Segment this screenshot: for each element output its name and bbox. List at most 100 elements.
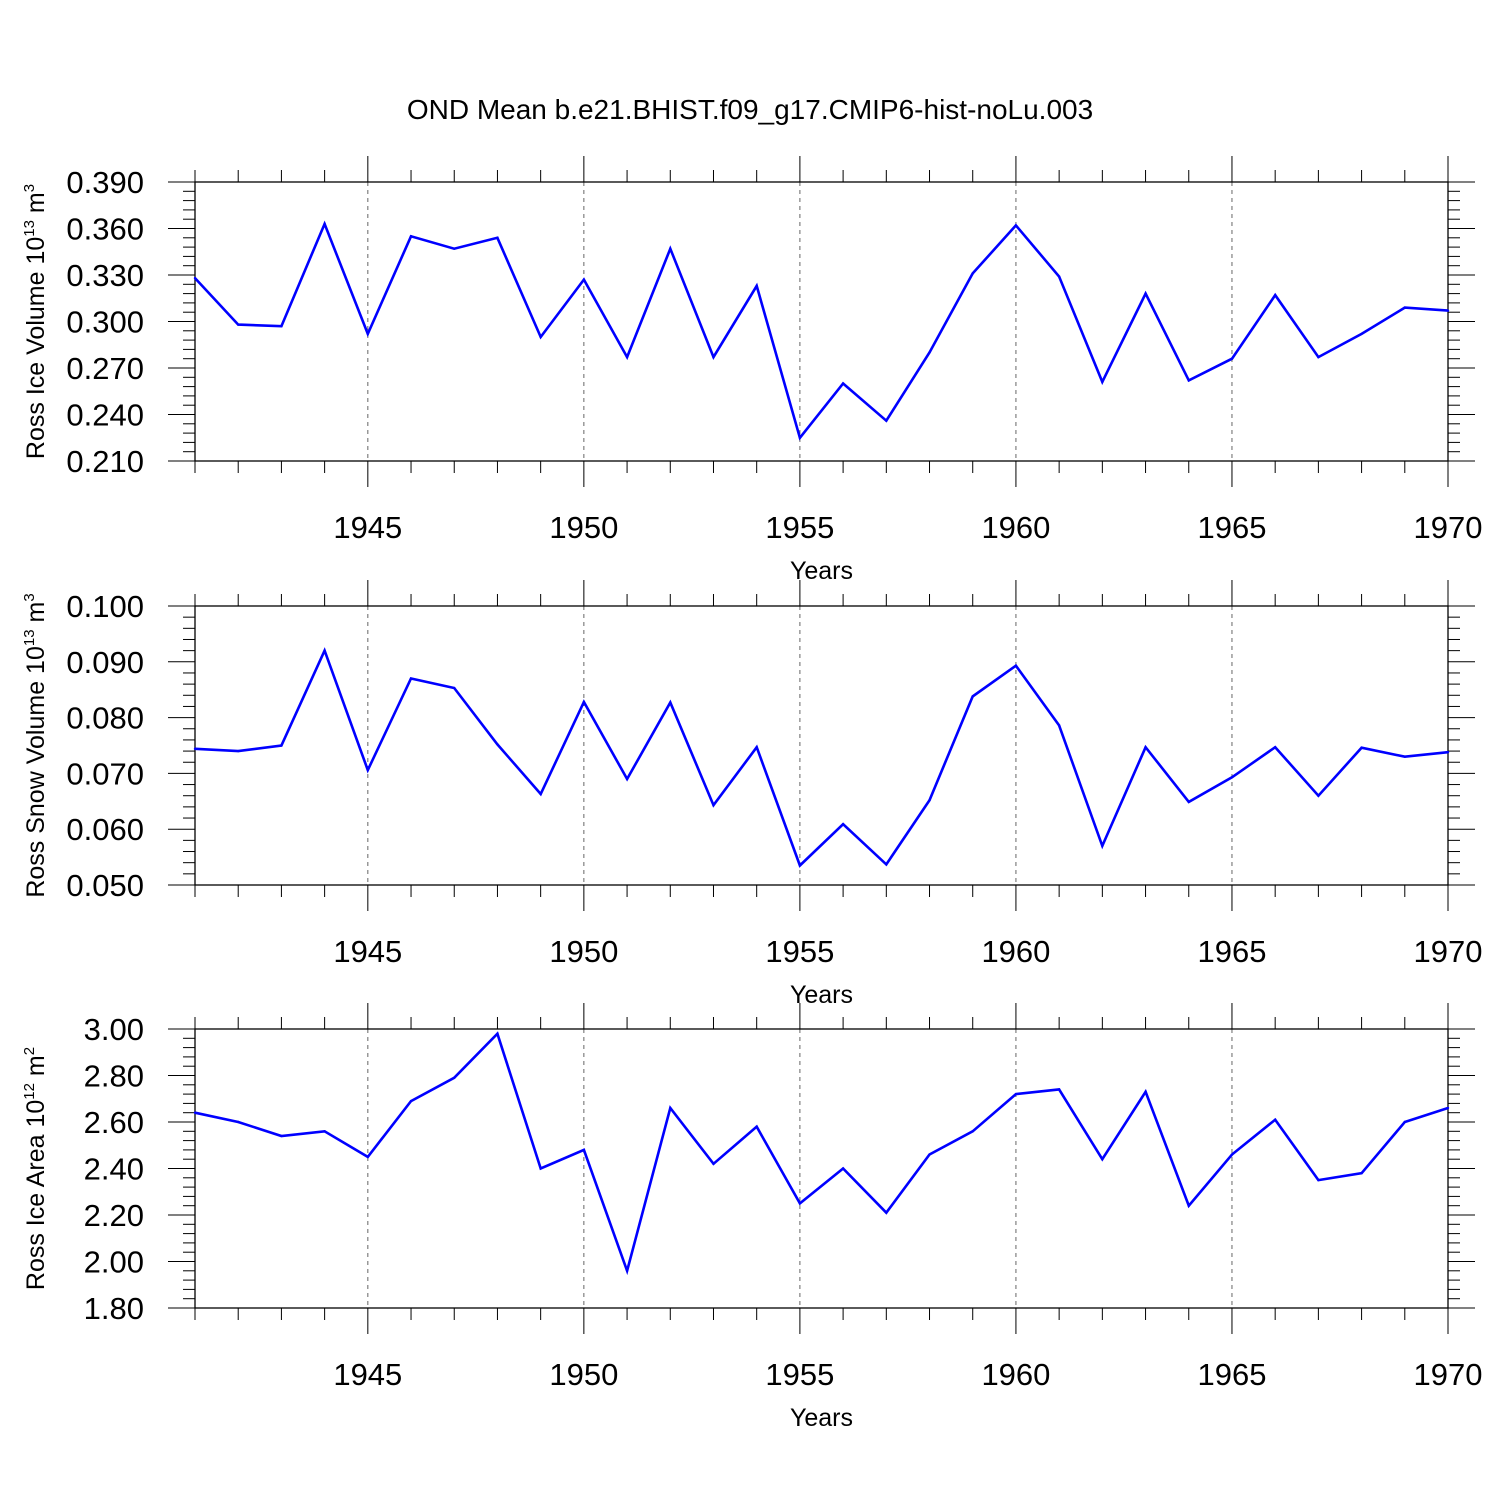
data-point bbox=[453, 1076, 456, 1080]
data-point bbox=[928, 798, 931, 802]
data-point bbox=[539, 335, 542, 339]
y-axis-label-superscript: 3 bbox=[21, 184, 38, 192]
data-point bbox=[1057, 1088, 1061, 1091]
y-axis-label-superscript: 3 bbox=[21, 593, 38, 601]
data-point bbox=[237, 323, 240, 326]
y-tick-label: 0.090 bbox=[66, 645, 144, 680]
x-tick-label: 1945 bbox=[333, 510, 402, 545]
data-point bbox=[1360, 332, 1363, 336]
data-point bbox=[453, 247, 456, 250]
x-tick-label: 1965 bbox=[1197, 1357, 1266, 1392]
plot-frame bbox=[194, 1028, 1449, 1309]
y-tick-label: 0.100 bbox=[66, 589, 144, 624]
data-point bbox=[1446, 1106, 1450, 1110]
data-point bbox=[712, 1162, 715, 1166]
y-tick-label: 0.270 bbox=[66, 351, 144, 386]
data-point bbox=[1317, 1178, 1320, 1182]
data-point bbox=[1403, 306, 1406, 309]
ross-snow-volume-panel: 0.050 0.060 0.070 0.080 0.090 0.100 1945 1950 19… bbox=[21, 580, 1482, 1009]
data-point bbox=[1101, 380, 1104, 384]
x-tick-label: 1955 bbox=[765, 510, 834, 545]
y-tick-label: 0.360 bbox=[66, 212, 144, 247]
y-tick-label: 0.390 bbox=[66, 165, 144, 200]
data-point bbox=[755, 745, 758, 749]
x-tick-label: 1970 bbox=[1414, 1357, 1483, 1392]
data-point bbox=[1403, 1120, 1406, 1124]
y-axis-label-superscript: 13 bbox=[21, 220, 38, 237]
y-tick-label: 0.050 bbox=[66, 868, 144, 903]
data-point bbox=[971, 695, 974, 698]
data-point bbox=[669, 1106, 672, 1110]
x-tick-label: 1965 bbox=[1197, 510, 1266, 545]
data-series-line bbox=[194, 647, 1449, 868]
y-tick-label: 2.60 bbox=[84, 1105, 144, 1140]
data-point bbox=[237, 749, 240, 753]
data-point bbox=[625, 777, 629, 781]
x-tick-label: 1950 bbox=[549, 934, 618, 969]
x-tick-label: 1955 bbox=[765, 1357, 834, 1392]
data-point bbox=[1014, 1092, 1018, 1096]
x-axis-label: Years bbox=[790, 981, 853, 1009]
x-tick-label: 1955 bbox=[765, 934, 834, 969]
y-axis-label-part: Ross Snow Volume 10 bbox=[22, 646, 50, 898]
y-axis-label-superscript: 12 bbox=[21, 1083, 38, 1100]
x-tick-label: 1970 bbox=[1414, 510, 1483, 545]
y-tick-label: 2.20 bbox=[84, 1198, 144, 1233]
data-point bbox=[1101, 844, 1104, 848]
y-axis-label-part: Ross Ice Volume 10 bbox=[22, 237, 50, 459]
data-point bbox=[625, 1269, 629, 1273]
data-point bbox=[669, 247, 672, 250]
data-point bbox=[1360, 746, 1363, 749]
data-point bbox=[1187, 379, 1190, 382]
data-point bbox=[928, 351, 931, 354]
y-tick-label: 0.070 bbox=[66, 756, 144, 791]
plot-frame bbox=[194, 605, 1449, 886]
y-tick-label: 0.330 bbox=[66, 258, 144, 293]
y-axis-label-superscript: 13 bbox=[21, 629, 38, 646]
y-axis-label: Ross Ice Volume 1013 m3 bbox=[21, 184, 50, 459]
y-axis-label-superscript: 2 bbox=[21, 1047, 38, 1055]
x-tick-label: 1945 bbox=[333, 934, 402, 969]
data-point bbox=[1144, 1090, 1147, 1093]
data-point bbox=[1014, 224, 1018, 227]
data-point bbox=[582, 278, 586, 281]
data-point bbox=[885, 1211, 888, 1214]
data-point bbox=[323, 649, 326, 652]
data-point bbox=[1273, 745, 1277, 749]
data-point bbox=[193, 276, 197, 280]
y-tick-label: 0.240 bbox=[66, 398, 144, 433]
y-tick-label: 2.00 bbox=[84, 1245, 144, 1280]
data-point bbox=[280, 744, 283, 747]
data-point bbox=[539, 792, 542, 796]
data-point bbox=[496, 743, 499, 746]
data-point bbox=[971, 272, 974, 275]
data-point bbox=[755, 284, 758, 288]
data-point bbox=[712, 804, 715, 807]
data-point bbox=[971, 1130, 974, 1133]
data-point bbox=[1360, 1171, 1363, 1175]
y-tick-label: 1.80 bbox=[84, 1291, 144, 1326]
plot-frame bbox=[194, 181, 1449, 462]
data-point bbox=[1187, 1204, 1190, 1207]
x-tick-label: 1960 bbox=[981, 1357, 1050, 1392]
y-tick-label: 3.00 bbox=[84, 1012, 144, 1047]
ross-ice-volume-panel: 0.210 0.240 0.270 0.300 0.330 0.360 0.390 1945 1… bbox=[21, 156, 1482, 585]
data-point bbox=[885, 419, 888, 422]
data-point bbox=[280, 324, 283, 328]
data-point bbox=[798, 864, 802, 867]
x-tick-label: 1970 bbox=[1414, 934, 1483, 969]
x-tick-label: 1965 bbox=[1197, 934, 1266, 969]
data-point bbox=[928, 1153, 931, 1156]
data-point bbox=[1187, 800, 1190, 804]
data-point bbox=[1317, 794, 1320, 797]
y-tick-label: 2.40 bbox=[84, 1152, 144, 1187]
x-tick-label: 1960 bbox=[981, 510, 1050, 545]
data-point bbox=[366, 332, 370, 336]
data-point bbox=[1273, 293, 1277, 297]
data-point bbox=[1014, 664, 1018, 667]
data-point bbox=[237, 1120, 240, 1124]
data-point bbox=[841, 1167, 845, 1170]
data-point bbox=[798, 436, 802, 439]
data-point bbox=[409, 1099, 413, 1103]
y-tick-label: 0.300 bbox=[66, 305, 144, 340]
